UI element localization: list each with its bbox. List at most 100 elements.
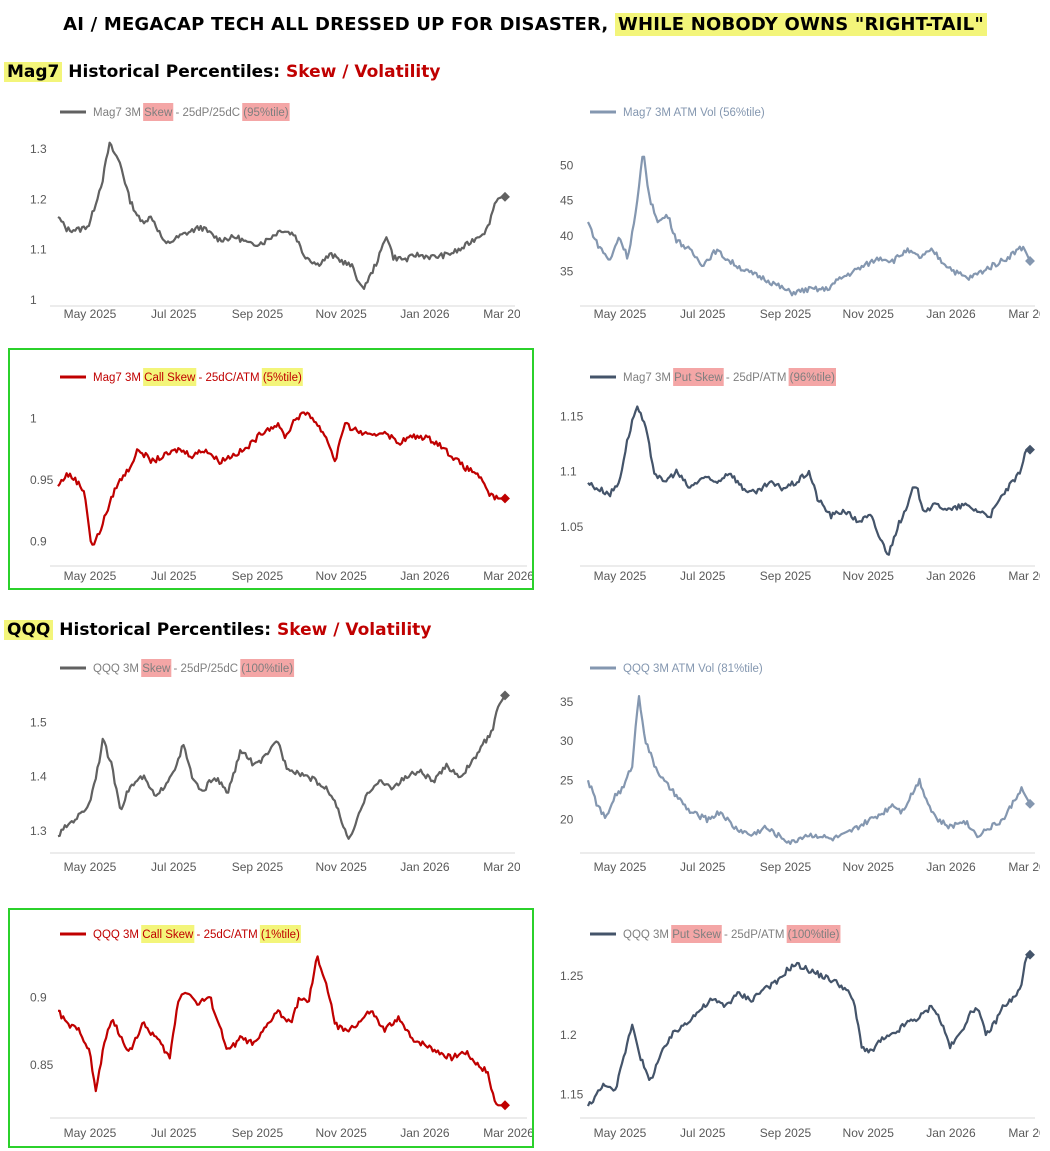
x-tick-label: Jan 2026 — [400, 307, 450, 321]
chart-qqq-put-skew: 1.15 1.2 1.25 May 2025 Jul 2025 Sep 2025 Nov 2… — [540, 910, 1050, 1146]
x-tick-label: Sep 2025 — [232, 307, 284, 321]
x-tick-label: Nov 2025 — [315, 569, 367, 583]
x-tick-label: Jan 2026 — [926, 307, 976, 321]
x-tick-label: May 2025 — [594, 307, 647, 321]
y-tick-label: 0.9 — [30, 535, 47, 549]
legend-highlight-box — [240, 659, 295, 677]
end-marker — [1025, 949, 1035, 960]
y-tick-label: 1 — [30, 411, 37, 425]
x-tick-label: Jul 2025 — [151, 569, 197, 583]
x-tick-label: Jul 2025 — [151, 307, 197, 321]
legend-text: Mag7 3M ATM Vol (56%tile) — [623, 107, 765, 119]
y-tick-label: 1 — [30, 293, 37, 307]
section-red: Skew / Volatility — [277, 620, 432, 640]
y-tick-label: 1.2 — [560, 1028, 577, 1042]
y-tick-label: 1.3 — [30, 824, 47, 838]
x-tick-label: May 2025 — [594, 860, 647, 874]
legend-text: QQQ 3M ATM Vol (81%tile) — [623, 663, 763, 675]
legend-text: QQQ 3M — [93, 663, 142, 675]
series-line — [57, 141, 505, 290]
legend-highlight: (100%tile) — [241, 663, 293, 675]
x-tick-label: Nov 2025 — [315, 307, 367, 321]
y-tick-label: 1.15 — [560, 1087, 584, 1101]
chart-svg: 1 1.1 1.2 1.3 May 2025 Jul 2025 Sep 2025 Nov 20… — [30, 103, 534, 321]
x-tick-label: Jan 2026 — [400, 569, 450, 583]
legend: QQQ 3M Call Skew - 25dC/ATM (1%tile) — [60, 925, 301, 943]
legend-text: Mag7 3M — [93, 107, 144, 119]
x-tick-label: Sep 2025 — [760, 860, 812, 874]
y-tick-label: 0.9 — [30, 990, 47, 1004]
legend-highlight: (95%tile) — [243, 107, 289, 119]
legend-highlight: Skew — [144, 107, 173, 119]
legend-highlight-box — [788, 368, 836, 386]
y-tick-label: 25 — [560, 773, 574, 787]
x-tick-label: Mar 2026 — [483, 1126, 532, 1140]
x-tick-label: Jul 2025 — [151, 860, 197, 874]
end-marker — [1025, 444, 1035, 455]
y-tick-label: 1.1 — [30, 243, 47, 257]
legend-text: Mag7 3M — [93, 372, 144, 384]
x-tick-label: Jan 2026 — [400, 860, 450, 874]
end-marker — [500, 1100, 510, 1111]
x-tick-label: Mar 2026 — [1008, 569, 1040, 583]
x-tick-label: Jan 2026 — [926, 569, 976, 583]
legend: Mag7 3M Skew - 25dP/25dC (95%tile) — [60, 103, 290, 121]
legend-text: - 25dP/25dC — [172, 107, 243, 119]
legend-highlight-box — [671, 925, 722, 943]
legend: QQQ 3M Put Skew - 25dP/ATM (100%tile) — [590, 925, 841, 943]
y-tick-label: 1.3 — [30, 142, 47, 156]
legend: QQQ 3M Skew - 25dP/25dC (100%tile) — [60, 659, 295, 677]
chart-mag7-call-skew: 0.9 0.95 1 May 2025 Jul 2025 Sep 2025 Nov 2025… — [8, 348, 534, 590]
y-tick-label: 35 — [560, 695, 574, 709]
y-tick-label: 40 — [560, 229, 574, 243]
legend-highlight-box — [143, 368, 197, 386]
x-tick-label: Sep 2025 — [760, 569, 812, 583]
legend-highlight: (96%tile) — [790, 372, 836, 384]
chart-svg: 0.85 0.9 May 2025 Jul 2025 Sep 2025 Nov 2025 J… — [30, 925, 534, 1140]
legend: Mag7 3M Put Skew - 25dP/ATM (96%tile) — [590, 368, 836, 386]
x-tick-label: Jul 2025 — [151, 1126, 197, 1140]
y-tick-label: 50 — [560, 158, 574, 172]
x-tick-label: Nov 2025 — [843, 569, 895, 583]
main-title: AI / MEGACAP TECH ALL DRESSED UP FOR DIS… — [0, 13, 1050, 36]
end-marker — [1025, 798, 1035, 809]
legend-text: - 25dP/ATM — [723, 372, 790, 384]
chart-qqq-call-skew: 0.85 0.9 May 2025 Jul 2025 Sep 2025 Nov 2025 J… — [8, 908, 534, 1148]
legend-highlight: Put Skew — [674, 372, 723, 384]
legend-highlight-box — [242, 103, 290, 121]
chart-svg: 1.05 1.1 1.15 May 2025 Jul 2025 Sep 2025 Nov 2… — [560, 368, 1050, 583]
x-tick-label: Jul 2025 — [680, 307, 726, 321]
x-tick-label: May 2025 — [64, 1126, 117, 1140]
chart-svg: 20 25 30 35 May 2025 Jul 2025 Sep 2025 Nov 2025… — [560, 663, 1050, 874]
legend-highlight: Call Skew — [142, 929, 194, 941]
end-marker — [500, 191, 510, 202]
x-tick-label: Jan 2026 — [400, 1126, 450, 1140]
legend: Mag7 3M Call Skew - 25dC/ATM (5%tile) — [60, 368, 303, 386]
main-title-part1: AI / MEGACAP TECH ALL DRESSED UP FOR DIS… — [63, 14, 615, 35]
legend-text: QQQ 3M — [93, 929, 142, 941]
y-tick-label: 20 — [560, 813, 574, 827]
y-tick-label: 1.05 — [560, 520, 584, 534]
x-tick-label: Sep 2025 — [760, 307, 812, 321]
x-tick-label: Mar 2026 — [1008, 1126, 1040, 1140]
legend-highlight-box — [673, 368, 724, 386]
x-tick-label: Nov 2025 — [843, 307, 895, 321]
section-red: Skew / Volatility — [286, 62, 441, 82]
section-tag: QQQ — [4, 620, 54, 640]
x-tick-label: May 2025 — [64, 307, 117, 321]
legend-highlight: Skew — [142, 663, 171, 675]
legend-highlight: Put Skew — [672, 929, 721, 941]
x-tick-label: Jan 2026 — [926, 860, 976, 874]
section-middle: Historical Percentiles: — [62, 62, 287, 82]
x-tick-label: Sep 2025 — [232, 1126, 284, 1140]
legend-highlight-box — [141, 925, 195, 943]
legend-highlight: (5%tile) — [263, 372, 302, 384]
series-line — [587, 155, 1031, 297]
y-tick-label: 0.85 — [30, 1058, 54, 1072]
chart-svg: 0.9 0.95 1 May 2025 Jul 2025 Sep 2025 Nov 2025… — [30, 368, 534, 583]
x-tick-label: Mar 2026 — [483, 307, 520, 321]
legend-highlight-box — [259, 925, 301, 943]
series-line — [587, 405, 1030, 556]
main-title-highlight: WHILE NOBODY OWNS "RIGHT-TAIL" — [614, 13, 987, 36]
chart-mag7-skew: 1 1.1 1.2 1.3 May 2025 Jul 2025 Sep 2025 Nov 20… — [10, 92, 534, 332]
